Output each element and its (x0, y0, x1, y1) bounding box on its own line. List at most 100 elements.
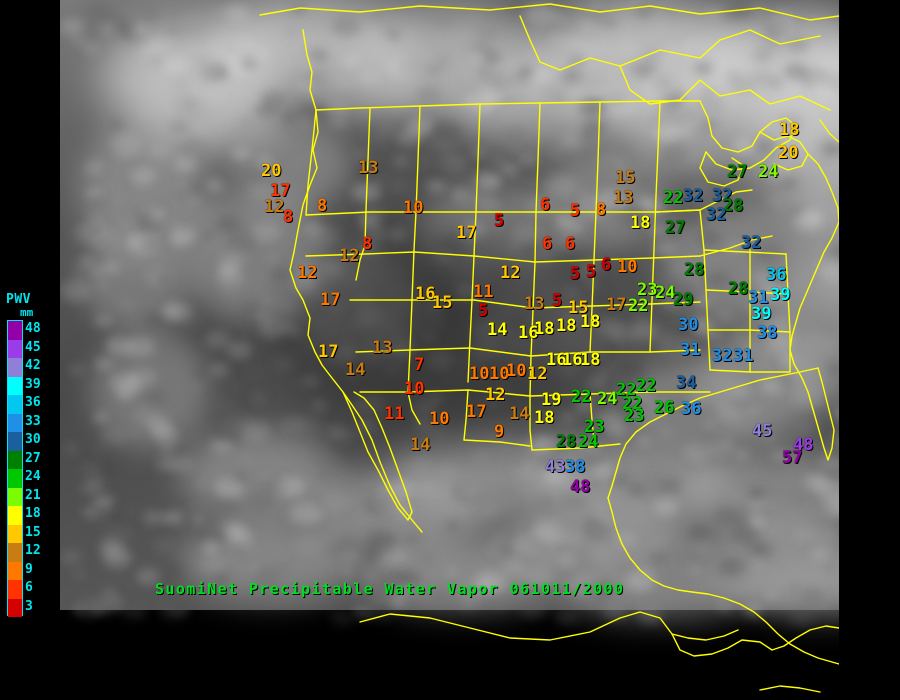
cloud-speckle (648, 57, 656, 63)
cloud-speckle (648, 73, 674, 92)
station-pwv-value: 22 (571, 387, 592, 407)
cloud-speckle (82, 507, 97, 517)
cloud-speckle (558, 217, 585, 236)
cloud-speckle (772, 451, 786, 461)
cloud-speckle (783, 63, 809, 81)
station-pwv-value: 16 (562, 350, 583, 370)
cloud-speckle (582, 520, 611, 540)
cloud-speckle (517, 152, 537, 166)
cloud-speckle (765, 592, 777, 600)
cloud-speckle (180, 17, 209, 38)
cloud-speckle (125, 79, 142, 91)
cloud-speckle (688, 312, 701, 321)
cloud-speckle (312, 413, 333, 428)
cloud-speckle (83, 481, 98, 492)
cloud-speckle (143, 426, 153, 433)
cloud-speckle (144, 10, 159, 20)
station-pwv-value: 18 (630, 213, 651, 233)
station-pwv-value: 8 (596, 200, 607, 220)
cloud-speckle (761, 452, 789, 472)
cloud-speckle (615, 199, 633, 212)
cloud-speckle (285, 524, 296, 533)
satellite-imagery-layer (60, 0, 839, 627)
cloud-speckle (416, 155, 437, 170)
station-pwv-value: 17 (466, 402, 487, 422)
cloud-speckle (532, 521, 565, 544)
cloud-speckle (751, 248, 771, 262)
cloud-speckle (480, 48, 503, 65)
cloud-speckle (180, 224, 199, 237)
station-pwv-value: 24 (578, 432, 599, 452)
cloud-speckle (616, 42, 643, 61)
cloud-speckle (599, 583, 614, 594)
cloud-speckle (163, 22, 184, 38)
legend-swatch (8, 432, 22, 451)
cloud-speckle (101, 425, 129, 446)
cloud-speckle (209, 287, 216, 293)
cloud-speckle (470, 90, 500, 111)
cloud-speckle (187, 182, 205, 195)
cloud-speckle (212, 571, 230, 584)
cloud-speckle (445, 588, 459, 598)
cloud-speckle (690, 405, 718, 424)
cloud-speckle (731, 138, 756, 155)
cloud-speckle (342, 54, 360, 68)
cloud-speckle (326, 425, 342, 436)
station-pwv-value: 38 (757, 323, 778, 343)
station-pwv-value: 14 (410, 435, 431, 455)
cloud-speckle (289, 158, 307, 171)
station-pwv-value: 8 (317, 196, 328, 216)
cloud-speckle (71, 604, 85, 614)
cloud-speckle (270, 297, 299, 318)
cloud-speckle (501, 124, 529, 144)
cloud-speckle (186, 501, 210, 518)
cloud-speckle (697, 51, 706, 57)
cloud-speckle (780, 177, 798, 190)
station-pwv-value: 5 (494, 211, 505, 231)
cloud-speckle (638, 559, 652, 569)
map-panel[interactable]: 13 20 17 12 8 10 8 6 5 8 13 15 5 17 8 12 6 6 18 27 22 32 32 28 3… (60, 0, 839, 700)
cloud-speckle (380, 547, 399, 561)
cloud-speckle (416, 86, 440, 103)
cloud-speckle (489, 195, 513, 212)
cloud-speckle (577, 98, 604, 118)
cloud-region (540, 150, 670, 250)
cloud-speckle (768, 331, 795, 351)
cloud-speckle (746, 404, 757, 412)
cloud-speckle (632, 345, 639, 350)
cloud-speckle (387, 178, 409, 193)
cloud-speckle (327, 243, 343, 254)
cloud-region (180, 520, 360, 600)
cloud-speckle (231, 128, 240, 134)
cloud-speckle (574, 406, 591, 418)
cloud-speckle (109, 514, 121, 522)
cloud-speckle (331, 116, 347, 128)
cloud-speckle (360, 494, 390, 516)
cloud-speckle (126, 336, 156, 357)
cloud-speckle (553, 13, 566, 22)
cloud-speckle (577, 272, 589, 280)
cloud-speckle (677, 570, 685, 576)
cloud-speckle (427, 6, 460, 29)
cloud-speckle (743, 540, 764, 555)
cloud-speckle (298, 103, 327, 123)
cloud-speckle (94, 280, 108, 290)
cloud-speckle (823, 496, 839, 518)
cloud-speckle (506, 1, 522, 12)
cloud-speckle (247, 365, 265, 378)
cloud-speckle (745, 515, 763, 528)
station-pwv-value: 11 (473, 282, 494, 302)
cloud-speckle (506, 530, 517, 538)
cloud-speckle (492, 178, 501, 185)
cloud-speckle (143, 312, 165, 327)
legend-tick-label: 12 (25, 543, 41, 558)
cloud-speckle (209, 437, 232, 453)
station-pwv-value: 12 (500, 263, 521, 283)
cloud-speckle (267, 255, 276, 262)
cloud-speckle (199, 62, 228, 83)
cloud-speckle (100, 23, 115, 34)
cloud-speckle (94, 313, 114, 327)
cloud-speckle (431, 119, 462, 141)
legend-swatch (8, 561, 22, 580)
cloud-speckle (339, 500, 350, 508)
